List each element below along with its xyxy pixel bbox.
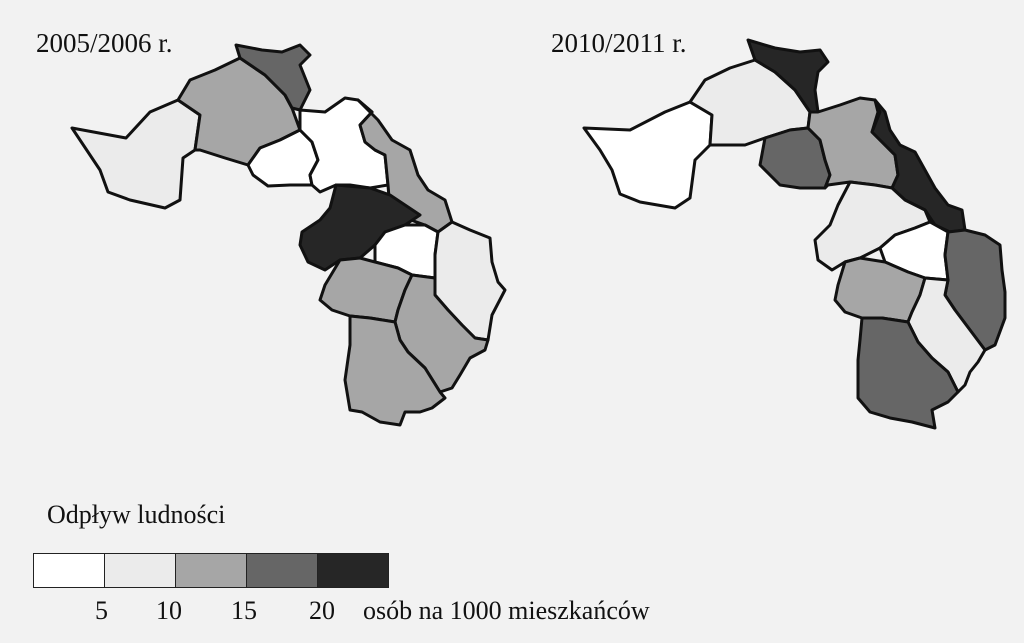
map-title-2010-2011: 2010/2011 r. — [551, 28, 687, 58]
legend-tick-5: 5 — [95, 596, 108, 625]
legend-swatch-4 — [247, 554, 318, 587]
legend-unit: osób na 1000 mieszkańców — [363, 596, 650, 625]
legend-color-scale — [33, 553, 389, 588]
legend-swatch-5 — [318, 554, 388, 587]
region-west — [582, 100, 714, 210]
legend-swatch-3 — [176, 554, 247, 587]
legend-swatch-2 — [105, 554, 176, 587]
region-south — [856, 316, 960, 430]
region-north — [746, 38, 830, 114]
legend-tick-20: 20 — [309, 596, 335, 625]
legend-tick-15: 15 — [231, 596, 257, 625]
map-2010-2011 — [582, 38, 1007, 430]
map-2005-2006 — [70, 43, 507, 427]
region-west — [70, 98, 202, 210]
map-title-2005-2006: 2005/2006 r. — [36, 28, 173, 58]
region-south-east — [906, 276, 987, 394]
region-north — [234, 43, 312, 112]
region-south — [343, 314, 447, 427]
legend-title: Odpływ ludności — [47, 500, 226, 529]
legend-tick-10: 10 — [156, 596, 182, 625]
legend-swatch-1 — [34, 554, 105, 587]
